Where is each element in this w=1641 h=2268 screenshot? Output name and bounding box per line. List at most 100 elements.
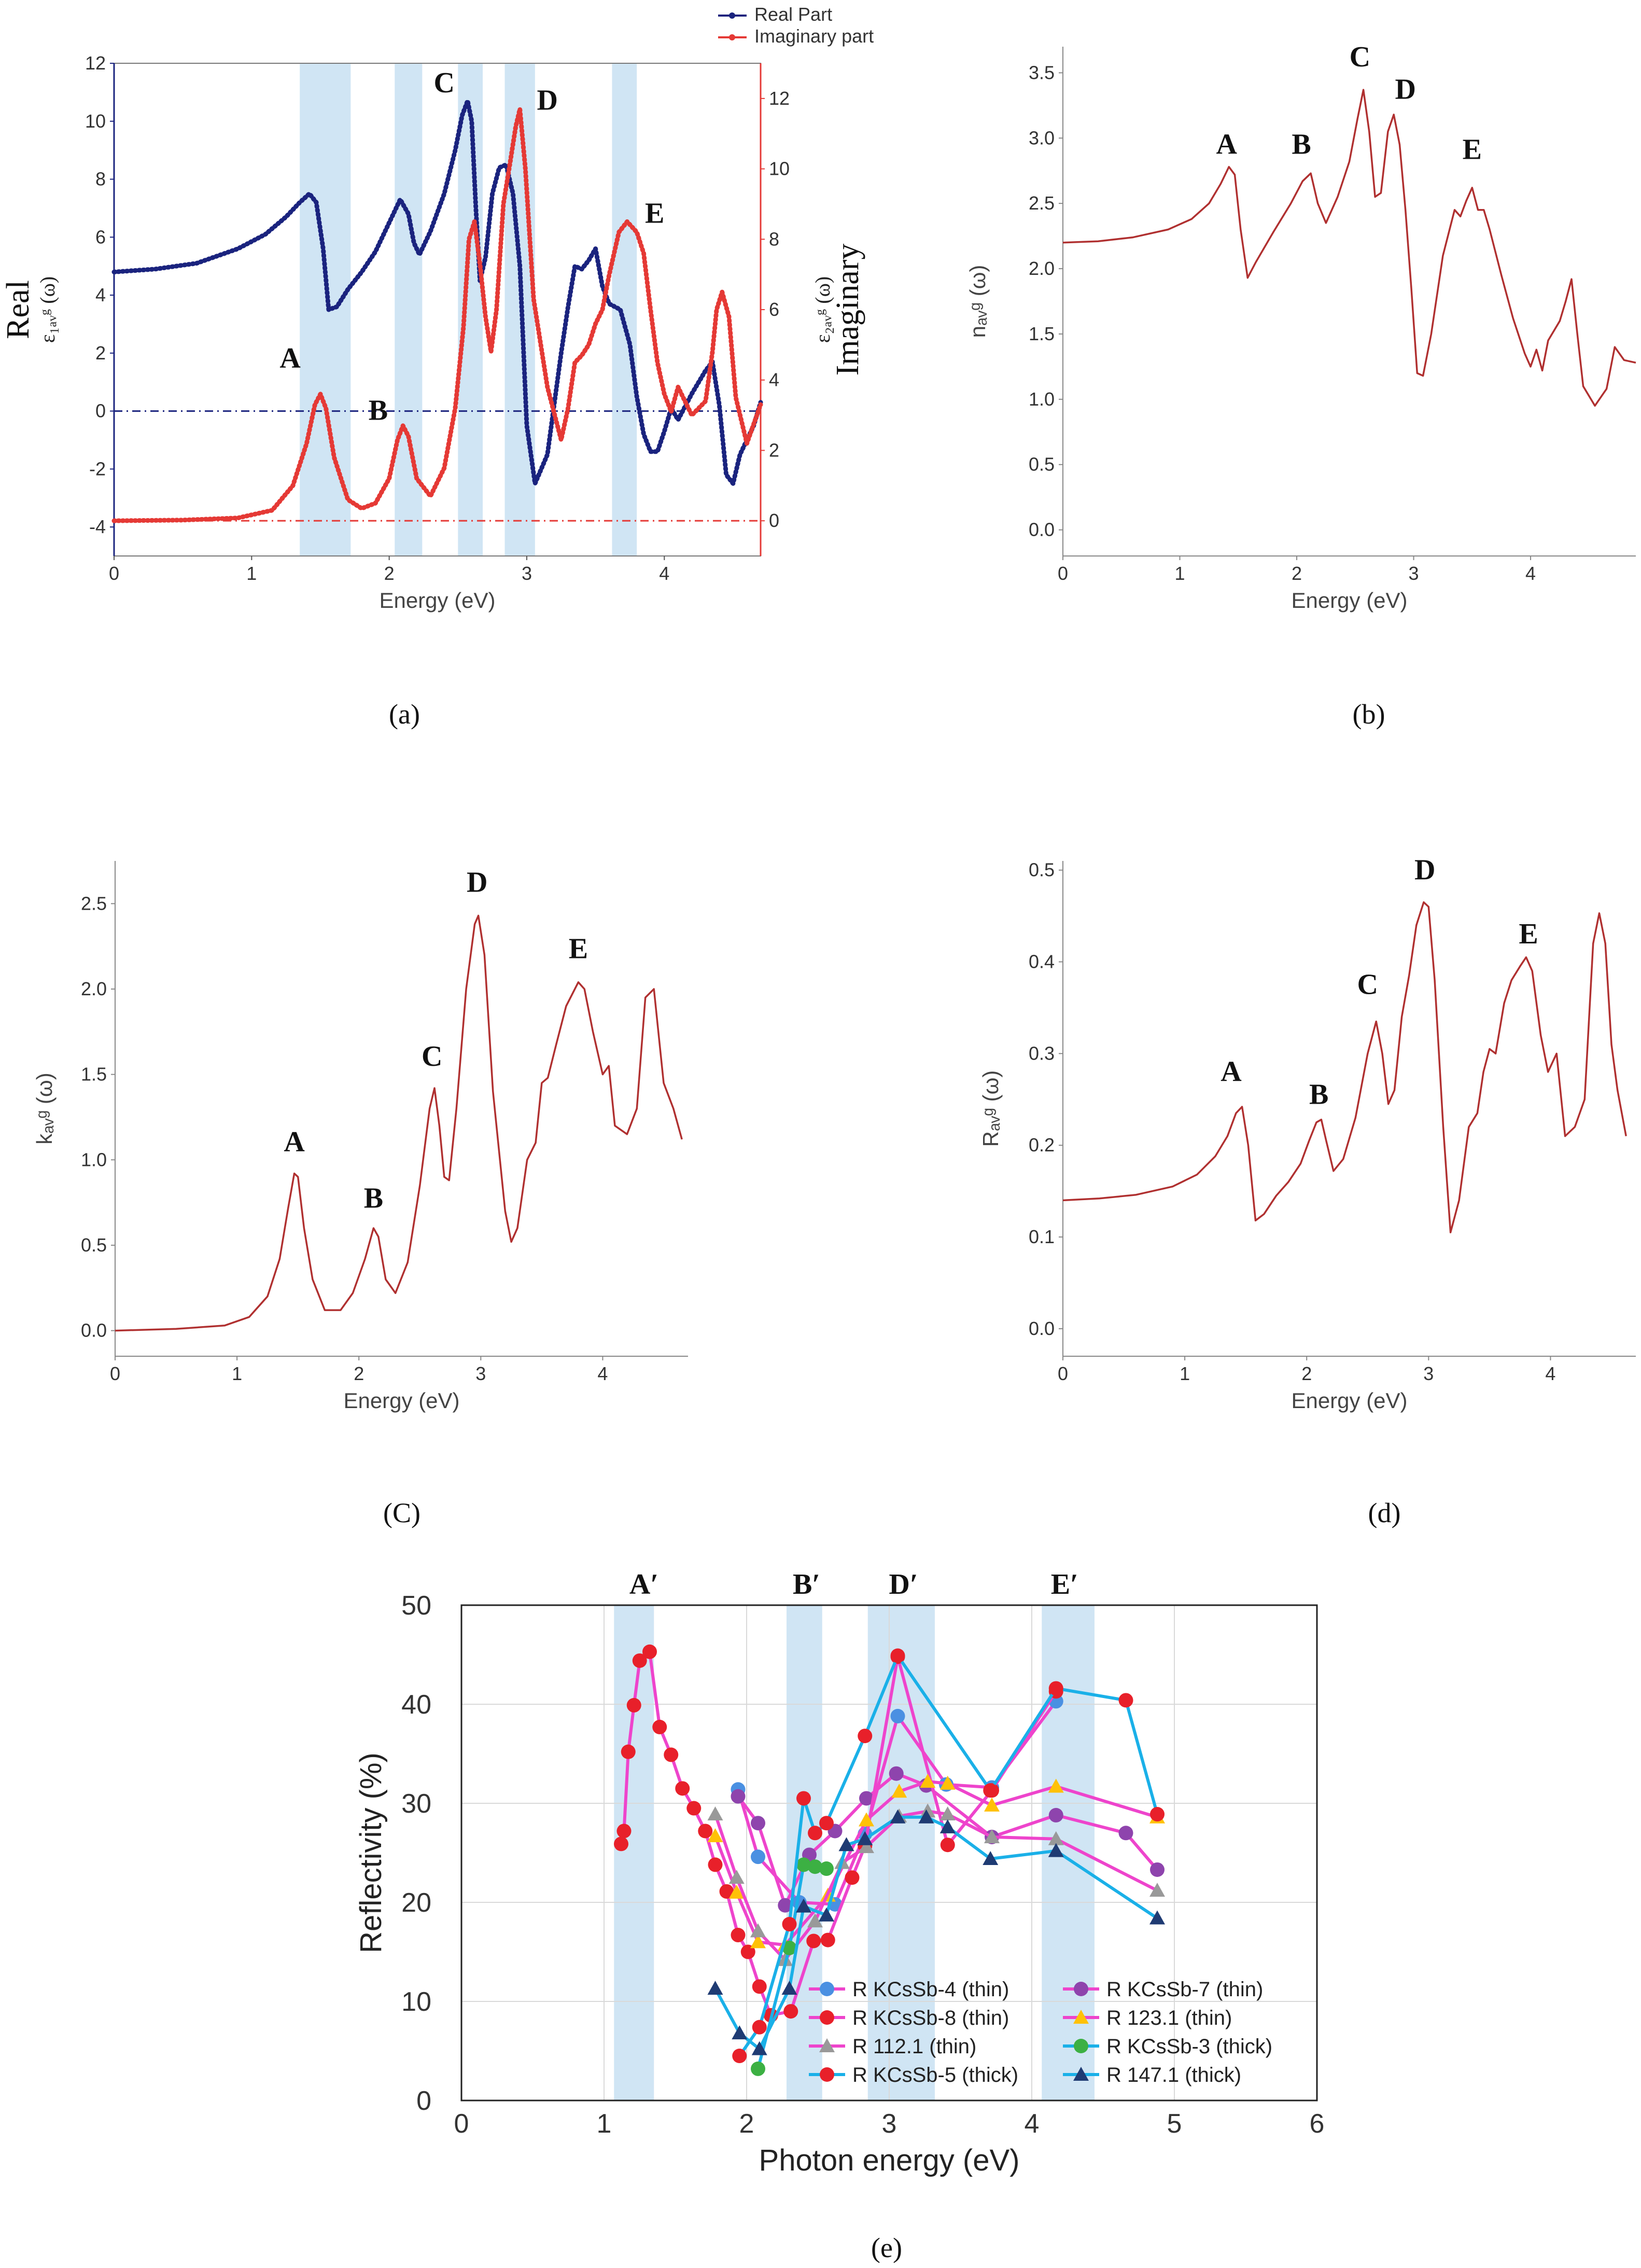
- peak-label-D: D: [467, 866, 487, 898]
- y-tick-label: 0.0: [81, 1320, 107, 1341]
- x-tick-label: 0: [1058, 1363, 1068, 1384]
- data-point: [796, 1791, 811, 1806]
- data-point: [750, 1923, 766, 1938]
- x-tick-label: 1: [1180, 1363, 1190, 1384]
- highlight-band: [614, 1605, 654, 2100]
- caption-b: (b): [1353, 699, 1385, 730]
- series-group-5: [751, 1857, 834, 2076]
- left-axis-title: Real: [1, 280, 36, 339]
- y-tick-label: 2.0: [1029, 258, 1055, 279]
- y-tick-label: 1.0: [81, 1149, 107, 1170]
- y-left-tick-label: 4: [95, 284, 106, 305]
- data-point: [752, 1979, 767, 1994]
- chart-panel-b: 0 1 2 3 4 0.0 0.5 1.0 1.5 2.0 2.5 3.0 3.5 A B CD E Energy…: [965, 41, 1636, 613]
- data-point: [820, 1932, 835, 1947]
- series-line-imaginary: [111, 106, 763, 523]
- legend-marker: [1073, 2067, 1089, 2081]
- data-point: [719, 1884, 734, 1899]
- y-left-tick-label: 2: [95, 342, 106, 364]
- data-point: [889, 1766, 904, 1781]
- y-left-tick-label: 0: [95, 400, 106, 422]
- data-point: [707, 1981, 723, 1995]
- x-tick-label: 0: [110, 1363, 120, 1384]
- x-tick-label: 2: [1301, 1363, 1312, 1384]
- peak-label-B: B: [1292, 128, 1311, 160]
- legend-label-imag: Imaginary part: [754, 25, 874, 47]
- peak-label-B: B: [364, 1182, 383, 1215]
- peak-label-C: C: [1357, 968, 1378, 1000]
- data-point: [1150, 1862, 1165, 1877]
- chart-panel-d: 0 1 2 3 4 0.0 0.1 0.2 0.3 0.4 0.5 A B C D E Energy (eV) R…: [978, 854, 1636, 1413]
- caption-e: (e): [871, 2232, 902, 2263]
- x-axis-title: Energy (eV): [1291, 588, 1407, 613]
- y-tick-label: 10: [401, 1987, 431, 2017]
- y-right-tick-label: 6: [769, 299, 779, 320]
- y-right-tick-label: 4: [769, 369, 779, 391]
- data-point: [940, 1838, 955, 1853]
- peak-label-A: A: [284, 1126, 305, 1158]
- y-axis-title: Reflectivity (%): [354, 1752, 388, 1953]
- y-tick-label: 0.1: [1029, 1226, 1055, 1247]
- legend-label: R 147.1 (thick): [1106, 2064, 1241, 2086]
- peak-label-E: E: [1463, 134, 1482, 166]
- x-tick-label: 0: [1058, 563, 1068, 584]
- series-line-k: [115, 914, 683, 1332]
- x-tick-label: 3: [1423, 1363, 1434, 1384]
- x-axis-title: Energy (eV): [379, 588, 495, 613]
- y-tick-label: 0.5: [1029, 454, 1055, 475]
- band-label-D′: D′: [889, 1568, 918, 1601]
- data-point: [1118, 1826, 1133, 1841]
- y-axis-title: Rₐᵥᵍ (ω): [978, 1070, 1003, 1147]
- data-point: [731, 1928, 746, 1943]
- y-tick-label: 0.0: [1029, 1318, 1055, 1339]
- data-point: [728, 1870, 745, 1884]
- data-point: [983, 1783, 998, 1798]
- data-point: [796, 1857, 811, 1872]
- y-left-tick-label: 10: [85, 110, 106, 132]
- data-point: [707, 1828, 723, 1843]
- x-tick-label: 5: [1167, 2109, 1182, 2139]
- data-point: [616, 1824, 632, 1839]
- x-tick-label: 3: [1409, 563, 1419, 584]
- data-point: [750, 1934, 766, 1949]
- x-axis-title: Energy (eV): [343, 1388, 459, 1413]
- peak-label-D: D: [537, 84, 558, 116]
- data-point: [858, 1729, 873, 1744]
- caption-d: (d): [1368, 1497, 1401, 1528]
- data-point: [1048, 1681, 1063, 1696]
- y-right-tick-label: 10: [769, 158, 790, 179]
- data-point: [796, 1898, 811, 1913]
- y-tick-label: 0.3: [1029, 1042, 1055, 1064]
- y-right-tick-label: 0: [769, 510, 779, 531]
- legend-marker: [1074, 1982, 1088, 1996]
- y-tick-label: 2.5: [1029, 192, 1055, 214]
- data-point: [781, 1981, 797, 1995]
- x-axis-title: Energy (eV): [1291, 1388, 1407, 1413]
- band-label-A′: A′: [629, 1568, 658, 1601]
- data-point: [1118, 1693, 1133, 1708]
- y-tick-label: 1.0: [1029, 388, 1055, 410]
- legend-label: R KCsSb-7 (thin): [1106, 1978, 1263, 2001]
- legend-label: R KCsSb-8 (thin): [852, 2007, 1009, 2029]
- peak-label-D: D: [1395, 74, 1416, 106]
- x-tick-label: 1: [597, 2109, 612, 2139]
- peak-label-A: A: [279, 342, 301, 374]
- data-point: [984, 1829, 1000, 1843]
- data-point: [778, 1898, 793, 1913]
- peak-label-A: A: [1221, 1055, 1242, 1088]
- y-tick-label: 20: [401, 1888, 431, 1918]
- x-tick-label: 1: [1174, 563, 1185, 584]
- data-point: [806, 1933, 821, 1949]
- x-tick-label: 4: [1025, 2109, 1040, 2139]
- data-point: [752, 2020, 767, 2035]
- highlight-band: [300, 63, 351, 556]
- peak-label-D: D: [1414, 854, 1435, 886]
- x-tick-label: 2: [1292, 563, 1302, 584]
- chart-panel-c: 0 1 2 3 4 0.0 0.5 1.0 1.5 2.0 2.5 A B C D E Energy (eV) k…: [32, 861, 688, 1413]
- data-point: [664, 1747, 679, 1762]
- data-point: [890, 1648, 905, 1663]
- data-point: [621, 1744, 636, 1759]
- y-tick-label: 3.5: [1029, 62, 1055, 83]
- peak-label-E: E: [1519, 918, 1538, 950]
